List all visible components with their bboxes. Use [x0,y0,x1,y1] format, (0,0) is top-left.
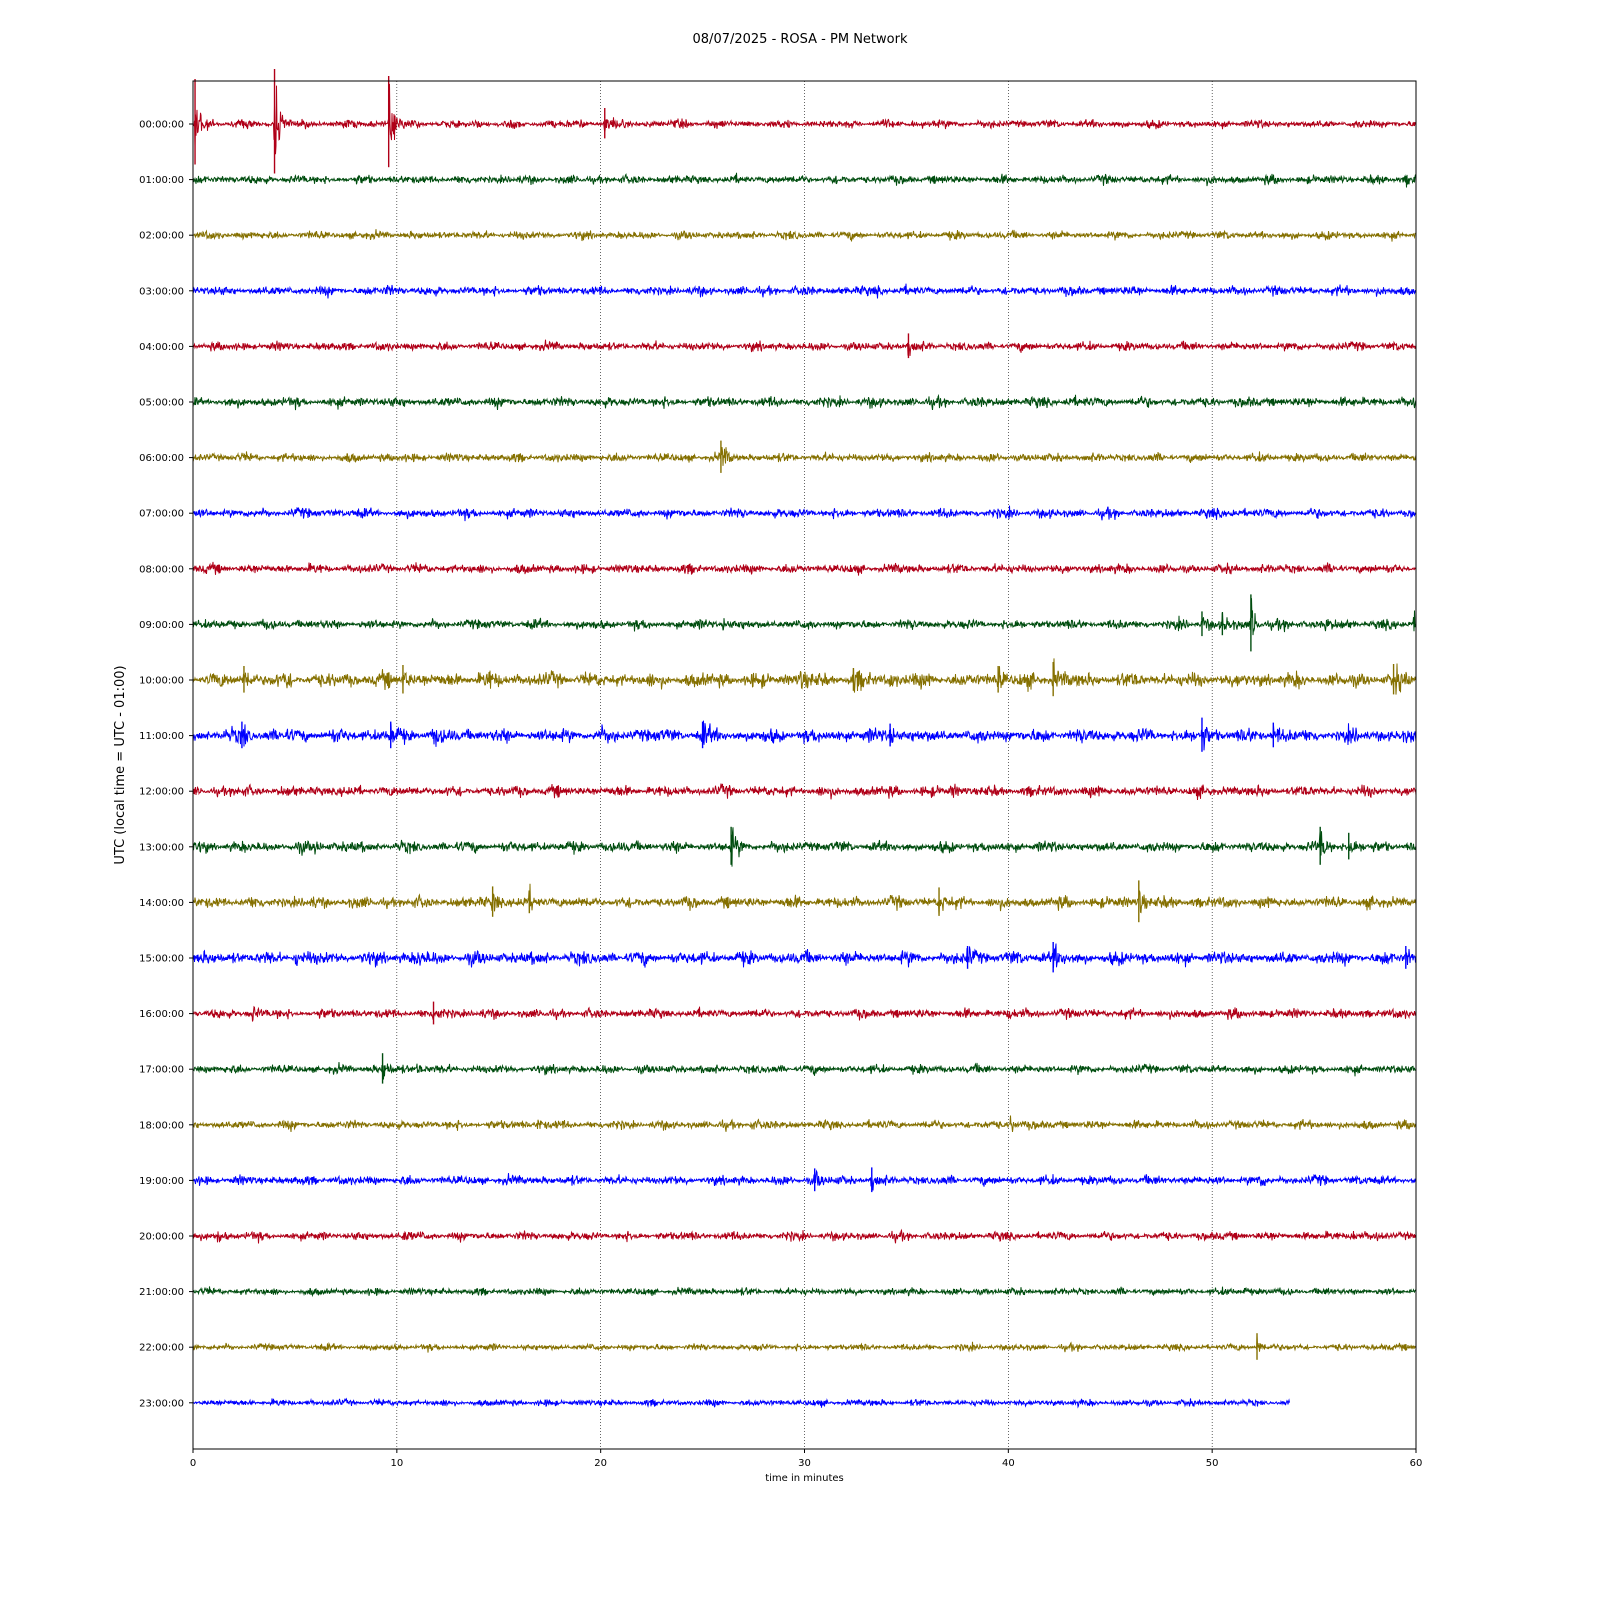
trace-050000 [192,393,1417,411]
vertical-gridlines [396,81,1213,1449]
y-tick-label: 23:00:00 [139,1398,184,1409]
trace-220000 [192,1335,1417,1353]
trace-100000 [192,658,1417,695]
trace-060000 [192,447,1417,466]
x-tick-label: 20 [594,1458,607,1469]
trace-160000 [192,1005,1417,1022]
trace-080000 [192,561,1417,576]
trace-020000 [192,229,1417,242]
y-tick-label: 02:00:00 [139,231,184,242]
trace-000000 [192,83,1417,155]
y-tick-label: 13:00:00 [139,842,184,853]
y-tick-label: 19:00:00 [139,1176,184,1187]
y-tick-label: 07:00:00 [139,509,184,520]
trace-110000 [192,720,1417,751]
y-tick-label: 10:00:00 [139,676,184,687]
trace-010000 [192,172,1417,188]
seismic-traces [192,69,1417,1409]
x-tick-label: 10 [390,1458,403,1469]
y-tick-label: 22:00:00 [139,1343,184,1354]
trace-130000 [192,827,1417,867]
trace-150000 [192,943,1417,968]
y-tick-label: 05:00:00 [139,398,184,409]
x-tick-label: 30 [798,1458,811,1469]
y-axis-label: UTC (local time = UTC - 01:00) [113,665,128,864]
trace-180000 [192,1115,1417,1133]
y-tick-label: 04:00:00 [139,342,184,353]
y-tick-label: 01:00:00 [139,175,184,186]
y-tick-label: 15:00:00 [139,954,184,965]
trace-070000 [192,505,1417,522]
y-tick-label: 17:00:00 [139,1065,184,1076]
trace-170000 [192,1062,1417,1080]
trace-230000 [192,1397,1290,1409]
y-tick-label: 14:00:00 [139,898,184,909]
x-axis-ticks: 0 10 20 30 40 50 60 [190,1449,1423,1469]
x-tick-label: 0 [190,1458,196,1469]
trace-040000 [192,339,1417,356]
x-tick-label: 50 [1206,1458,1219,1469]
y-tick-label: 03:00:00 [139,286,184,297]
trace-140000 [192,883,1417,915]
y-tick-label: 11:00:00 [139,731,184,742]
y-tick-label: 16:00:00 [139,1009,184,1020]
y-tick-label: 12:00:00 [139,787,184,798]
trace-090000 [192,598,1417,636]
y-tick-label: 20:00:00 [139,1232,184,1243]
x-axis-label: time in minutes [765,1473,844,1484]
chart-title: 08/07/2025 - ROSA - PM Network [693,32,908,47]
x-tick-label: 60 [1410,1458,1423,1469]
y-tick-label: 06:00:00 [139,453,184,464]
trace-120000 [192,783,1417,801]
y-tick-label: 08:00:00 [139,564,184,575]
trace-210000 [192,1286,1417,1298]
y-tick-label: 18:00:00 [139,1120,184,1131]
trace-200000 [192,1228,1417,1244]
trace-030000 [192,283,1417,299]
y-axis-ticks: 00:00:00 01:00:00 02:00:00 03:00:00 04:00:00… [139,120,193,1409]
trace-190000 [192,1169,1417,1191]
y-tick-label: 09:00:00 [139,620,184,631]
x-tick-label: 40 [1002,1458,1015,1469]
y-tick-label: 21:00:00 [139,1287,184,1298]
y-tick-label: 00:00:00 [139,120,184,131]
